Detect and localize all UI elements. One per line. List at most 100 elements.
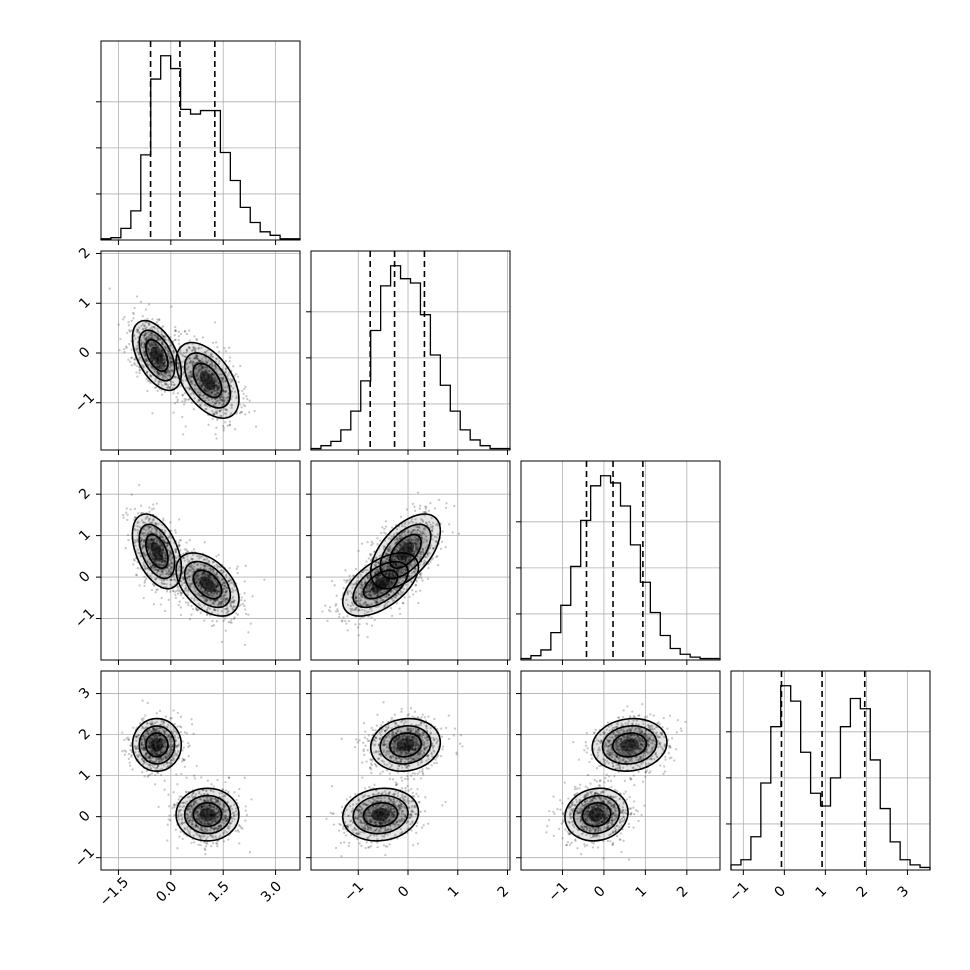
- scatter-point: [354, 592, 357, 595]
- scatter-point: [197, 608, 200, 612]
- scatter-point: [420, 534, 423, 537]
- scatter-point: [375, 576, 379, 580]
- scatter-point: [379, 600, 382, 603]
- scatter-point: [214, 590, 218, 594]
- scatter-point: [137, 335, 140, 339]
- scatter-point: [383, 527, 386, 531]
- scatter-point: [343, 579, 346, 582]
- scatter-point: [147, 537, 150, 541]
- scatter-point: [190, 613, 193, 616]
- scatter-point: [212, 594, 215, 597]
- scatter-point: [353, 583, 356, 586]
- scatter-point: [163, 371, 166, 374]
- scatter-point: [413, 541, 416, 544]
- scatter-point: [398, 607, 401, 610]
- scatter-point: [407, 558, 410, 561]
- scatter-point: [188, 361, 191, 364]
- scatter-point: [177, 366, 180, 370]
- scatter-point: [228, 378, 232, 381]
- panel-1-0: [96, 250, 301, 455]
- scatter-point: [215, 585, 218, 589]
- scatter-point: [168, 572, 172, 575]
- scatter-point: [412, 538, 415, 542]
- scatter-point: [170, 361, 174, 364]
- scatter-point: [138, 483, 141, 487]
- scatter-point: [215, 584, 218, 588]
- scatter-point: [136, 328, 139, 332]
- scatter-point: [183, 559, 186, 562]
- scatter-point: [207, 575, 210, 578]
- scatter-point: [391, 559, 395, 562]
- scatter-point: [209, 593, 212, 596]
- scatter-point: [159, 365, 162, 368]
- scatter-point: [130, 329, 133, 332]
- scatter-point: [154, 529, 158, 533]
- scatter-point: [123, 315, 126, 319]
- scatter-point: [223, 399, 226, 402]
- scatter-point: [212, 570, 215, 573]
- scatter-point: [153, 559, 156, 563]
- scatter-point: [145, 326, 148, 329]
- scatter-point: [148, 374, 152, 377]
- scatter-point: [402, 540, 405, 543]
- scatter-point: [209, 570, 213, 573]
- scatter-point: [163, 364, 167, 368]
- scatter-point: [354, 599, 358, 602]
- scatter-point: [219, 410, 222, 413]
- scatter-point: [149, 327, 152, 330]
- scatter-point: [376, 574, 380, 577]
- panel-plot-area: [321, 491, 461, 639]
- scatter-point: [161, 548, 165, 551]
- scatter-point: [413, 552, 416, 555]
- scatter-point: [423, 528, 426, 531]
- scatter-point: [380, 567, 384, 571]
- scatter-point: [147, 527, 150, 531]
- scatter-point: [400, 535, 404, 539]
- scatter-point: [165, 370, 169, 374]
- scatter-point: [206, 369, 209, 372]
- y-tick-label: 1: [76, 294, 94, 312]
- scatter-point: [197, 399, 200, 402]
- scatter-point: [203, 597, 207, 600]
- scatter-point: [393, 563, 396, 566]
- histogram-0: [100, 55, 301, 240]
- scatter-point: [143, 350, 146, 354]
- scatter-point: [327, 609, 331, 612]
- scatter-point: [360, 595, 363, 598]
- scatter-point: [369, 589, 372, 592]
- scatter-point: [424, 561, 427, 564]
- scatter-point: [368, 587, 372, 591]
- scatter-point: [202, 388, 205, 392]
- scatter-point: [212, 601, 215, 604]
- scatter-point: [395, 602, 398, 605]
- scatter-point: [154, 334, 157, 337]
- scatter-point: [361, 608, 364, 612]
- scatter-point: [242, 397, 245, 400]
- scatter-point: [201, 572, 204, 575]
- scatter-point: [408, 540, 411, 543]
- scatter-point: [227, 373, 230, 376]
- scatter-point: [169, 550, 172, 554]
- scatter-point: [191, 360, 195, 363]
- scatter-point: [404, 569, 408, 572]
- scatter-point: [162, 362, 165, 366]
- scatter-point: [196, 583, 200, 586]
- scatter-point: [391, 571, 394, 574]
- scatter-point: [367, 584, 370, 587]
- scatter-point: [173, 383, 176, 387]
- scatter-point: [168, 568, 171, 571]
- scatter-point: [201, 563, 205, 567]
- scatter-point: [169, 362, 172, 365]
- scatter-point: [410, 572, 414, 575]
- scatter-point: [156, 327, 159, 330]
- scatter-point: [143, 342, 146, 345]
- scatter-point: [358, 586, 362, 589]
- scatter-point: [165, 375, 168, 379]
- scatter-point: [201, 555, 204, 558]
- scatter-point: [185, 348, 189, 351]
- scatter-point: [163, 371, 167, 374]
- scatter-point: [189, 360, 193, 363]
- scatter-point: [160, 372, 163, 375]
- scatter-point: [136, 364, 139, 368]
- scatter-point: [391, 554, 395, 558]
